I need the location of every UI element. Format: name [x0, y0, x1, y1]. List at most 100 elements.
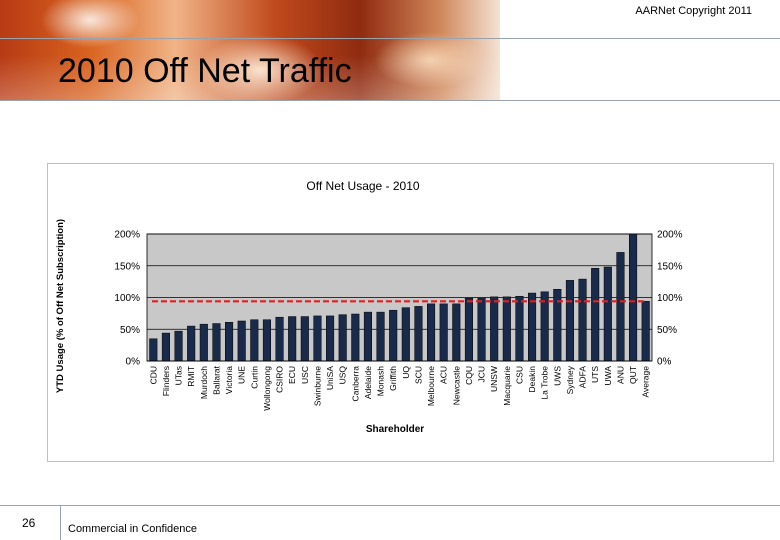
- category-label: Wollongong: [262, 366, 272, 411]
- y-tick-label-left: 0%: [126, 357, 141, 368]
- category-label: USC: [300, 366, 310, 384]
- bar: [288, 316, 297, 362]
- header-banner-image: [0, 0, 500, 100]
- footer-divider: [60, 505, 61, 540]
- y-tick-label-left: 150%: [114, 261, 140, 272]
- bar: [502, 296, 511, 362]
- category-label: QUT: [628, 366, 638, 384]
- bar: [603, 266, 612, 362]
- category-label: RMIT: [186, 366, 196, 387]
- category-label: Average: [641, 366, 651, 398]
- bar-chart: 0% 0% 50% 50% 100% 100% 150% 150% 200% 200% CDU Fli…: [55, 179, 683, 435]
- y-tick-label-left: 50%: [120, 325, 140, 336]
- bar: [363, 311, 372, 362]
- y-tick-label-right: 100%: [657, 293, 683, 304]
- bar: [376, 311, 385, 362]
- copyright-text: AARNet Copyright 2011: [635, 5, 752, 17]
- category-label: Victoria: [224, 366, 234, 394]
- category-label: UQ: [401, 366, 411, 379]
- bar: [262, 319, 271, 362]
- category-label: UNSW: [489, 366, 499, 392]
- category-label: UWS: [552, 366, 562, 386]
- bar: [237, 320, 246, 362]
- bar: [578, 278, 587, 362]
- bar: [553, 288, 562, 362]
- category-label: Murdoch: [199, 366, 209, 399]
- title-rule: [0, 100, 780, 101]
- bar: [225, 322, 234, 362]
- slide-title: 2010 Off Net Traffic: [58, 52, 352, 90]
- chart-title: Off Net Usage - 2010: [306, 179, 420, 193]
- header-banner-fade: [0, 0, 500, 100]
- confidential-notice: Commercial in Confidence: [68, 523, 197, 535]
- category-label: Sydney: [565, 365, 575, 394]
- category-label: ADFA: [578, 366, 588, 389]
- bar: [528, 292, 537, 362]
- category-label: La Trobe: [540, 366, 550, 400]
- bar: [389, 309, 398, 362]
- bar: [161, 332, 170, 362]
- y-tick-label-right: 200%: [657, 230, 683, 241]
- bar: [199, 323, 208, 362]
- category-label: Swinburne: [312, 366, 322, 406]
- bar: [401, 307, 410, 362]
- category-label: Macquarie: [502, 366, 512, 406]
- category-label: CQU: [464, 366, 474, 385]
- category-label: ACU: [439, 366, 449, 384]
- bar: [490, 296, 499, 362]
- bar: [338, 314, 347, 362]
- category-label: Flinders: [161, 366, 171, 396]
- category-label: UTas: [174, 366, 184, 385]
- page-number: 26: [22, 516, 36, 530]
- category-label: Curtin: [249, 366, 259, 389]
- category-label: UTS: [590, 366, 600, 383]
- category-label: CDU: [148, 366, 158, 384]
- bar: [641, 301, 650, 362]
- bar: [149, 338, 158, 362]
- x-axis-label: Shareholder: [366, 424, 424, 435]
- y-tick-label-left: 200%: [114, 230, 140, 241]
- bar: [187, 325, 196, 362]
- bar: [629, 233, 638, 362]
- category-label: ECU: [287, 366, 297, 384]
- category-label: JCU: [477, 366, 487, 383]
- bar: [351, 313, 360, 362]
- category-label: Ballarat: [211, 365, 221, 394]
- category-label: Deakin: [527, 366, 537, 393]
- bar: [591, 268, 600, 362]
- bar: [313, 315, 322, 362]
- category-label: Adelaide: [363, 366, 373, 399]
- category-label: CSU: [514, 366, 524, 384]
- category-label: UNE: [237, 366, 247, 384]
- bar: [212, 323, 221, 362]
- bar: [250, 319, 259, 362]
- y-tick-label-right: 50%: [657, 325, 677, 336]
- category-label: CSIRO: [275, 366, 285, 393]
- bar: [565, 280, 574, 362]
- category-label: ANU: [615, 366, 625, 384]
- category-label: Monash: [376, 366, 386, 397]
- bar: [300, 316, 309, 362]
- category-label: Melbourne: [426, 366, 436, 406]
- category-label: USQ: [338, 366, 348, 385]
- bar: [439, 303, 448, 362]
- bar: [515, 295, 524, 362]
- chart-container: 0% 0% 50% 50% 100% 100% 150% 150% 200% 200% CDU Fli…: [47, 163, 774, 462]
- category-label: UniSA: [325, 366, 335, 390]
- bar: [616, 252, 625, 362]
- bar: [275, 316, 284, 362]
- y-tick-label-right: 0%: [657, 357, 672, 368]
- bar: [464, 297, 473, 362]
- bar: [174, 330, 183, 362]
- category-label: UWA: [603, 366, 613, 386]
- y-axis-label: YTD Usage (% of Off Net Subscription): [55, 219, 66, 393]
- bar: [414, 306, 423, 362]
- category-label: Newcastle: [451, 366, 461, 405]
- y-tick-label-right: 150%: [657, 261, 683, 272]
- bar: [427, 303, 436, 362]
- footer-rule: [0, 505, 780, 506]
- category-label: SCU: [413, 366, 423, 384]
- category-label: Canberra: [350, 366, 360, 402]
- y-tick-label-left: 100%: [114, 293, 140, 304]
- bar: [477, 297, 486, 362]
